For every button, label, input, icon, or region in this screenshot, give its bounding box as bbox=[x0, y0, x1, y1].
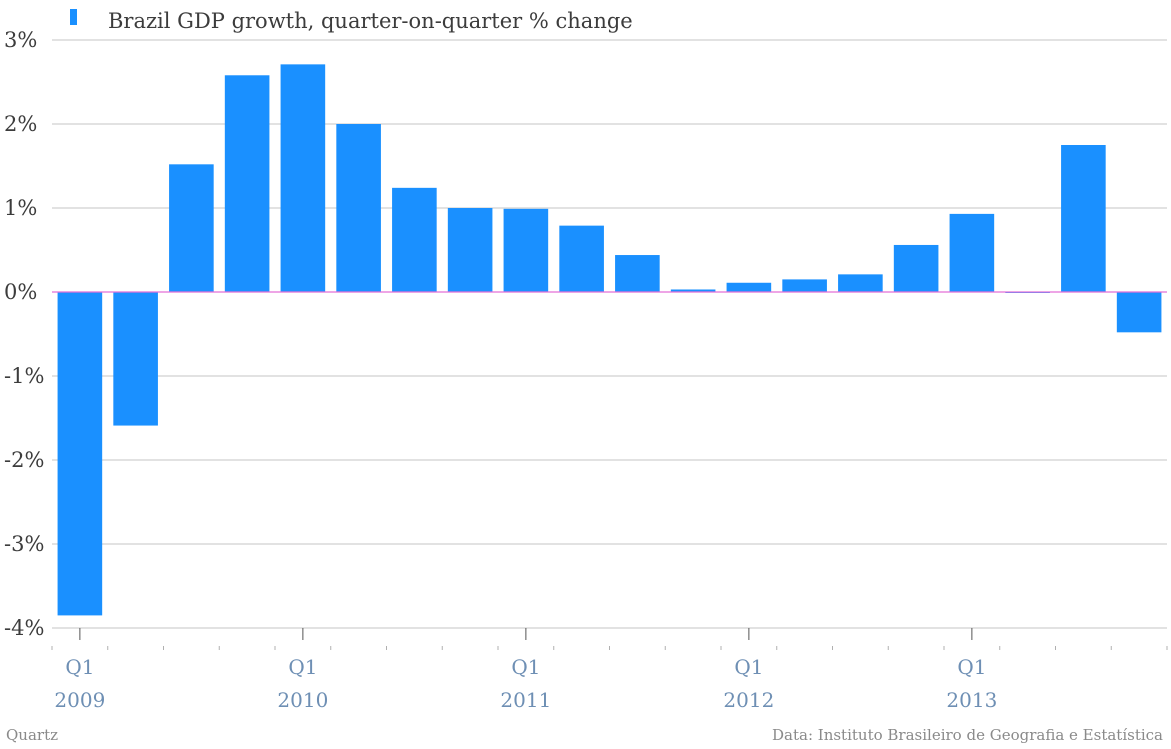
bars bbox=[57, 64, 1162, 616]
gridlines bbox=[52, 39, 1167, 629]
source-right: Data: Instituto Brasileiro de Geografia … bbox=[772, 726, 1163, 744]
x-tick-year: 2012 bbox=[723, 688, 774, 712]
x-tick-year: 2010 bbox=[277, 688, 328, 712]
legend: Brazil GDP growth, quarter-on-quarter % … bbox=[70, 9, 633, 33]
bar bbox=[782, 279, 827, 292]
x-tick-quarter: Q1 bbox=[288, 655, 317, 679]
x-tick-year: 2011 bbox=[500, 688, 551, 712]
x-tick-year: 2013 bbox=[946, 688, 997, 712]
x-tick-quarter: Q1 bbox=[957, 655, 986, 679]
bar bbox=[615, 255, 660, 292]
y-axis-ticks: 3% 2% 1% 0% -1% -2% -3% -4% bbox=[4, 28, 44, 640]
bar bbox=[670, 289, 716, 292]
x-tick-quarter: Q1 bbox=[734, 655, 763, 679]
bar bbox=[113, 292, 158, 426]
x-tick-quarter: Q1 bbox=[65, 655, 94, 679]
bar bbox=[224, 75, 270, 292]
bar bbox=[280, 64, 326, 292]
bar bbox=[559, 225, 604, 292]
x-tick-quarter: Q1 bbox=[511, 655, 540, 679]
bar bbox=[949, 213, 995, 292]
y-tick-label: -2% bbox=[4, 448, 44, 472]
legend-label: Brazil GDP growth, quarter-on-quarter % … bbox=[108, 9, 633, 33]
bar bbox=[1116, 292, 1162, 333]
bar bbox=[392, 187, 437, 292]
bar bbox=[336, 124, 381, 292]
y-tick-label: -3% bbox=[4, 532, 44, 556]
legend-swatch bbox=[70, 9, 77, 25]
bar bbox=[57, 292, 103, 616]
bar bbox=[726, 282, 772, 292]
bar bbox=[1061, 145, 1106, 292]
source-left: Quartz bbox=[6, 726, 58, 744]
y-tick-label: 1% bbox=[4, 196, 37, 220]
bar bbox=[447, 208, 493, 292]
y-tick-label: 0% bbox=[4, 280, 37, 304]
x-tick-year: 2009 bbox=[54, 688, 105, 712]
y-tick-label: -1% bbox=[4, 364, 44, 388]
y-tick-label: 2% bbox=[4, 112, 37, 136]
bar bbox=[838, 274, 883, 292]
y-tick-label: 3% bbox=[4, 28, 37, 52]
y-tick-label: -4% bbox=[4, 616, 44, 640]
bar bbox=[503, 208, 549, 292]
bar bbox=[893, 244, 939, 292]
x-axis: Q1 2009 Q1 2010 Q1 2011 Q1 2012 Q1 2013 bbox=[51, 628, 1168, 712]
bar bbox=[169, 164, 214, 292]
